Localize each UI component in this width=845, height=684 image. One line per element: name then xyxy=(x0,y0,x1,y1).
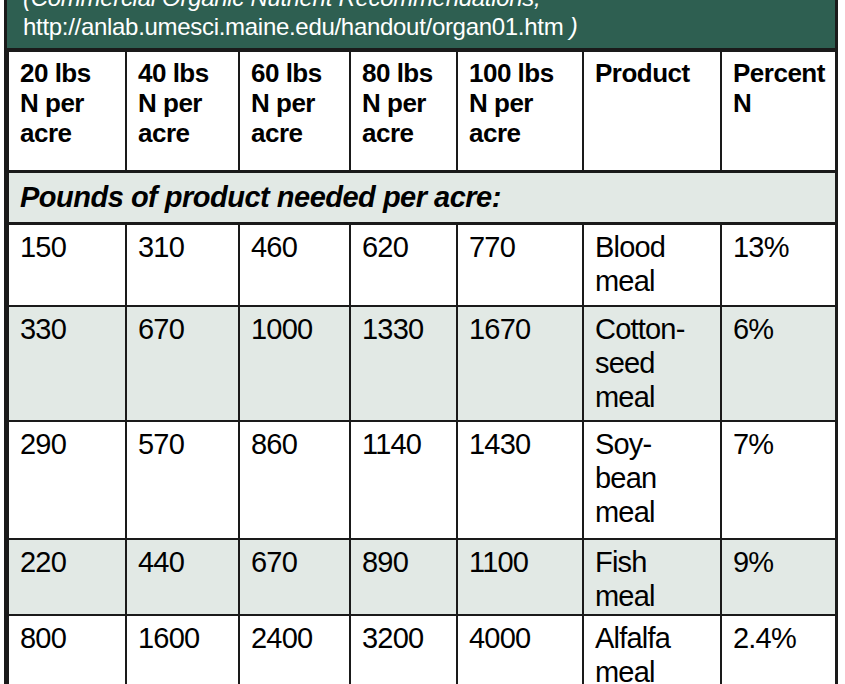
cell-20lbs: 220 xyxy=(8,539,126,615)
cell-40lbs: 670 xyxy=(126,306,239,421)
cell-percent-n: 13% xyxy=(721,223,836,306)
table-subheader: Pounds of product needed per acre: xyxy=(8,171,836,223)
cell-product: Alfalfa meal xyxy=(583,615,721,684)
col-header-percent-n: Percent N xyxy=(721,51,836,171)
cell-100lbs: 1670 xyxy=(457,306,583,421)
cell-100lbs: 4000 xyxy=(457,615,583,684)
table-row-cottonseed-meal: 330 670 1000 1330 1670 Cotton- seed meal… xyxy=(8,306,836,421)
cell-60lbs: 460 xyxy=(239,223,350,306)
cell-percent-n: 6% xyxy=(721,306,836,421)
cell-20lbs: 330 xyxy=(8,306,126,421)
cell-40lbs: 440 xyxy=(126,539,239,615)
col-header-60lbs: 60 lbs N per acre xyxy=(239,51,350,171)
source-url-line: http://anlab.umesci.maine.edu/handout/or… xyxy=(23,12,821,41)
col-header-20lbs: 20 lbs N per acre xyxy=(8,51,126,171)
cell-80lbs: 620 xyxy=(350,223,457,306)
cell-product: Blood meal xyxy=(583,223,721,306)
cell-product: Soy- bean meal xyxy=(583,421,721,539)
cell-60lbs: 2400 xyxy=(239,615,350,684)
col-header-product: Product xyxy=(583,51,721,171)
col-header-40lbs: 40 lbs N per acre xyxy=(126,51,239,171)
closing-paren: ) xyxy=(563,13,577,40)
cell-100lbs: 1430 xyxy=(457,421,583,539)
table-row-fish-meal: 220 440 670 890 1100 Fish meal 9% xyxy=(8,539,836,615)
source-citation-banner: (Commercial Organic Nutrient Recommendat… xyxy=(7,0,835,50)
cell-100lbs: 770 xyxy=(457,223,583,306)
cell-percent-n: 2.4% xyxy=(721,615,836,684)
col-header-100lbs: 100 lbs N per acre xyxy=(457,51,583,171)
cell-percent-n: 9% xyxy=(721,539,836,615)
col-header-80lbs: 80 lbs N per acre xyxy=(350,51,457,171)
header-row: 20 lbs N per acre 40 lbs N per acre 60 l… xyxy=(8,51,836,171)
source-url: http://anlab.umesci.maine.edu/handout/or… xyxy=(23,13,563,40)
table-row-soybean-meal: 290 570 860 1140 1430 Soy- bean meal 7% xyxy=(8,421,836,539)
handout-sheet: (Commercial Organic Nutrient Recommendat… xyxy=(4,0,838,684)
cell-80lbs: 1330 xyxy=(350,306,457,421)
cell-100lbs: 1100 xyxy=(457,539,583,615)
cell-20lbs: 290 xyxy=(8,421,126,539)
cell-percent-n: 7% xyxy=(721,421,836,539)
table-row-blood-meal: 150 310 460 620 770 Blood meal 13% xyxy=(8,223,836,306)
cell-40lbs: 1600 xyxy=(126,615,239,684)
table-row-alfalfa-meal: 800 1600 2400 3200 4000 Alfalfa meal 2.4… xyxy=(8,615,836,684)
cell-20lbs: 150 xyxy=(8,223,126,306)
cell-60lbs: 860 xyxy=(239,421,350,539)
source-citation-title: (Commercial Organic Nutrient Recommendat… xyxy=(23,0,821,12)
cell-product: Cotton- seed meal xyxy=(583,306,721,421)
cell-60lbs: 670 xyxy=(239,539,350,615)
cell-60lbs: 1000 xyxy=(239,306,350,421)
cell-20lbs: 800 xyxy=(8,615,126,684)
cell-80lbs: 1140 xyxy=(350,421,457,539)
cell-80lbs: 3200 xyxy=(350,615,457,684)
cell-40lbs: 570 xyxy=(126,421,239,539)
subheader-row: Pounds of product needed per acre: xyxy=(8,171,836,223)
cell-product: Fish meal xyxy=(583,539,721,615)
cell-80lbs: 890 xyxy=(350,539,457,615)
nutrient-recommendation-table: 20 lbs N per acre 40 lbs N per acre 60 l… xyxy=(7,50,837,684)
cell-40lbs: 310 xyxy=(126,223,239,306)
